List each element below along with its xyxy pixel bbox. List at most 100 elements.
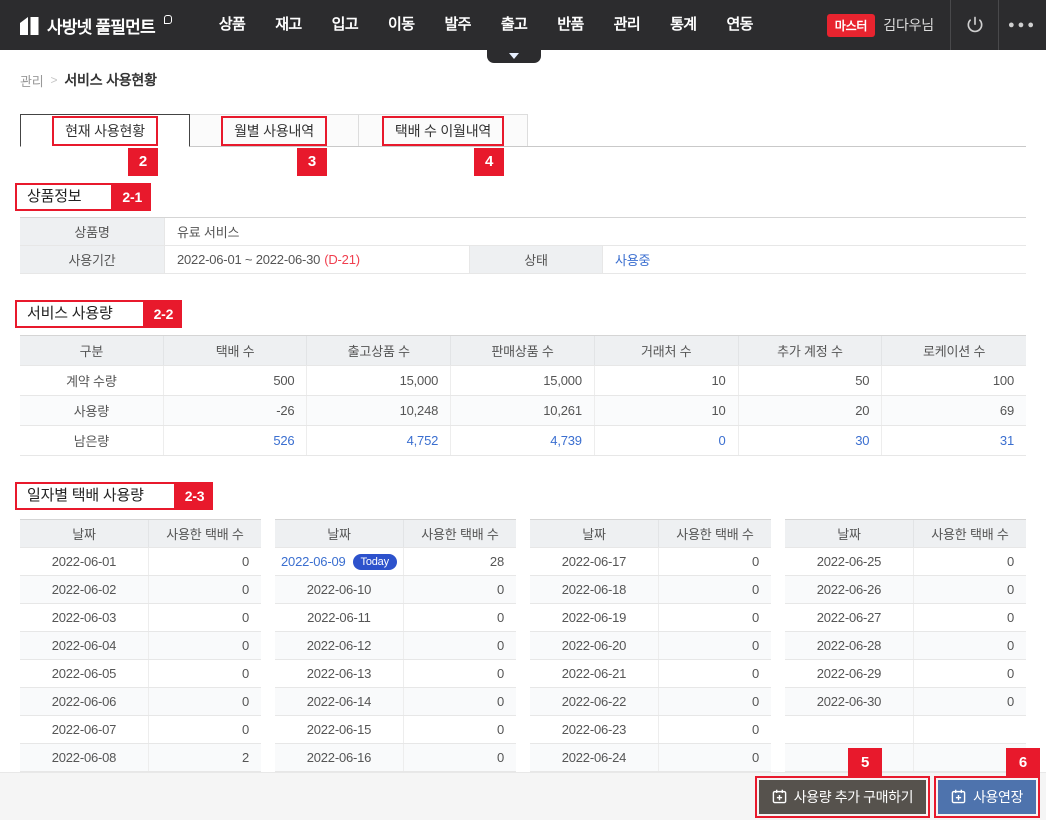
svc-row-label: 남은량 — [20, 426, 164, 455]
tab-annotation-box: 현재 사용현황 2 — [52, 115, 158, 176]
daily-date-cell: 2022-06-01 — [20, 548, 149, 575]
daily-count-cell: 0 — [1006, 554, 1014, 569]
daily-date-cell — [785, 716, 914, 743]
daily-date-cell: 2022-06-02 — [20, 576, 149, 603]
annotation-badge-2-3: 2-3 — [175, 482, 214, 510]
nav-item[interactable]: 관리 — [613, 16, 641, 33]
svc-cell[interactable]: 4,752 — [307, 426, 452, 455]
user-name[interactable]: 김다우님 — [883, 17, 934, 33]
daily-row: 2022-06-06 0 — [20, 688, 261, 716]
svc-cell[interactable]: 526 — [164, 426, 308, 455]
daily-header-row: 날짜 사용한 택배 수 — [530, 520, 771, 548]
daily-row: 2022-06-30 0 — [785, 688, 1026, 716]
top-navbar: 사방넷 풀필먼트 상품 재고 입고 이동 발주 출고 반품 관리 통계 연동 마스터 김다우님 ●… — [0, 0, 1046, 63]
nav-item[interactable]: 반품 — [557, 16, 584, 33]
daily-count-cell: 0 — [1006, 638, 1014, 653]
nav-divider — [998, 0, 999, 50]
more-menu-button[interactable]: ●●● — [999, 0, 1046, 50]
extend-usage-button[interactable]: 사용연장 — [938, 779, 1036, 814]
daily-date-cell: 2022-06-27 — [785, 604, 914, 631]
product-info-section-head: 상품정보 2-1 — [15, 183, 1046, 211]
daily-count-cell: 0 — [241, 638, 249, 653]
nav-item[interactable]: 통계 — [670, 16, 697, 33]
nav-item[interactable]: 상품 — [218, 16, 246, 33]
daily-row: 2022-06-23 0 — [530, 716, 771, 744]
daily-date-header: 날짜 — [785, 520, 914, 547]
daily-row: 2022-06-25 0 — [785, 548, 1026, 576]
daily-count-header: 사용한 택배 수 — [913, 520, 1026, 547]
daily-row: 2022-06-01 0 — [20, 548, 261, 576]
daily-date-cell — [785, 744, 914, 771]
tab-2[interactable]: 월별 사용내역 3 — [189, 114, 359, 176]
daily-row — [785, 744, 1026, 772]
nav-item[interactable]: 입고 — [331, 16, 359, 33]
daily-count-cell: 0 — [751, 750, 759, 765]
service-usage-section-head: 서비스 사용량 2-2 — [15, 300, 1046, 328]
svc-cell: 10 — [595, 396, 739, 425]
daily-date-cell: 2022-06-24 — [530, 744, 659, 771]
tab-1[interactable]: 현재 사용현황 2 — [20, 114, 190, 176]
annotation-badge-6: 6 — [1006, 747, 1040, 778]
usage-period-row: 사용기간 2022-06-01 ~ 2022-06-30 (D-21) 상태 사… — [20, 246, 1026, 274]
daily-date-cell: 2022-06-22 — [530, 688, 659, 715]
daily-count-cell — [914, 716, 1026, 743]
breadcrumb: 관리 > 서비스 사용현황 — [20, 70, 1026, 90]
nav-item[interactable]: 재고 — [275, 16, 302, 33]
nav-right: 마스터 김다우님 ●●● — [826, 0, 1046, 50]
tabs: 현재 사용현황 2 월별 사용내역 3 택배 수 이월내역 4 — [20, 114, 1026, 176]
nav-menu: 상품 재고 입고 이동 발주 출고 반품 관리 통계 연동 — [204, 0, 768, 63]
daily-date-cell: 2022-06-30 — [785, 688, 914, 715]
daily-row: 2022-06-15 0 — [275, 716, 516, 744]
daily-row: 2022-06-20 0 — [530, 632, 771, 660]
svc-cell[interactable]: 4,739 — [451, 426, 595, 455]
svc-cell[interactable]: 0 — [595, 426, 739, 455]
daily-table-1: 날짜 사용한 택배 수 2022-06-01 0 2022-06-02 0 2022-06-… — [20, 519, 261, 772]
nav-item[interactable]: 연동 — [726, 16, 753, 33]
annotation-badge-2-2: 2-2 — [144, 300, 183, 328]
status-label: 상태 — [470, 246, 603, 273]
purchase-usage-label: 사용량 추가 구매하기 — [793, 788, 914, 805]
more-dots-icon: ●●● — [1008, 19, 1037, 31]
daily-row: 2022-06-14 0 — [275, 688, 516, 716]
app-logo[interactable]: 사방넷 풀필먼트 — [20, 13, 180, 38]
today-badge: Today — [352, 553, 397, 570]
daily-date-header: 날짜 — [275, 520, 404, 547]
product-info-table: 상품명 유료 서비스 사용기간 2022-06-01 ~ 2022-06-30 … — [20, 217, 1026, 274]
daily-date-cell: 2022-06-16 — [275, 744, 404, 771]
status-value[interactable]: 사용중 — [615, 253, 651, 268]
daily-count-cell: 0 — [496, 638, 504, 653]
logo-text: 사방넷 풀필먼트 — [47, 17, 156, 37]
tab-annotation-box: 월별 사용내역 3 — [221, 115, 327, 176]
product-name-value: 유료 서비스 — [177, 225, 240, 240]
nav-item[interactable]: 출고 — [486, 0, 542, 63]
daily-date-cell: 2022-06-08 — [20, 744, 149, 771]
svc-cell: -26 — [164, 396, 308, 425]
daily-row: 2022-06-26 0 — [785, 576, 1026, 604]
daily-date-cell: 2022-06-09 Today — [275, 548, 404, 575]
daily-count-cell: 0 — [751, 638, 759, 653]
role-badge: 마스터 — [826, 13, 876, 37]
daily-count-cell: 0 — [1006, 694, 1014, 709]
calendar-plus-icon — [951, 789, 966, 804]
daily-date-cell: 2022-06-04 — [20, 632, 149, 659]
annotation-badge-5: 5 — [848, 747, 883, 778]
daily-count-cell: 0 — [241, 722, 249, 737]
service-usage-table: 구분 택배 수 출고상품 수 판매상품 수 거래처 수 추가 계정 수 로케이션 수 계약 수… — [20, 335, 1026, 456]
daily-date-cell: 2022-06-17 — [530, 548, 659, 575]
logout-button[interactable] — [951, 0, 998, 50]
breadcrumb-parent[interactable]: 관리 — [20, 73, 44, 89]
nav-item[interactable]: 이동 — [388, 16, 415, 33]
tab-3[interactable]: 택배 수 이월내역 4 — [358, 114, 528, 176]
svc-cell[interactable]: 31 — [999, 433, 1014, 448]
daily-date-cell: 2022-06-05 — [20, 660, 149, 687]
daily-date-cell: 2022-06-18 — [530, 576, 659, 603]
today-date-link[interactable]: 2022-06-09 — [281, 554, 346, 569]
daily-row: 2022-06-05 0 — [20, 660, 261, 688]
daily-date-cell: 2022-06-25 — [785, 548, 914, 575]
purchase-usage-button[interactable]: 사용량 추가 구매하기 — [758, 779, 927, 814]
nav-dropdown-caret-icon[interactable] — [487, 50, 542, 63]
svc-data-row: 계약 수량 500 15,000 15,000 10 50 100 — [20, 366, 1026, 396]
nav-item[interactable]: 발주 — [444, 16, 471, 33]
daily-row: 2022-06-17 0 — [530, 548, 771, 576]
svc-cell[interactable]: 30 — [739, 426, 883, 455]
